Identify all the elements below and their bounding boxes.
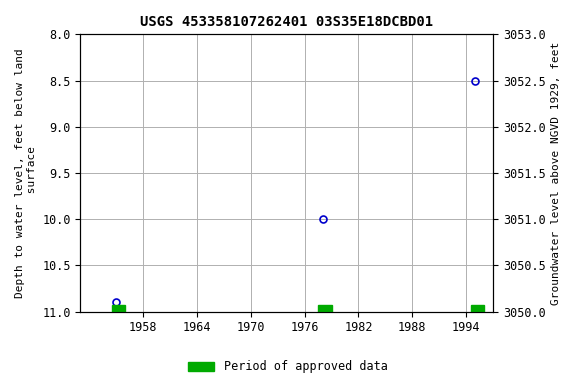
Bar <box>112 305 125 312</box>
Bar <box>318 305 332 312</box>
Bar <box>471 305 484 312</box>
Y-axis label: Depth to water level, feet below land
 surface: Depth to water level, feet below land su… <box>15 48 37 298</box>
Title: USGS 453358107262401 03S35E18DCBD01: USGS 453358107262401 03S35E18DCBD01 <box>140 15 433 29</box>
Y-axis label: Groundwater level above NGVD 1929, feet: Groundwater level above NGVD 1929, feet <box>551 41 561 305</box>
Legend: Period of approved data: Period of approved data <box>184 356 392 378</box>
